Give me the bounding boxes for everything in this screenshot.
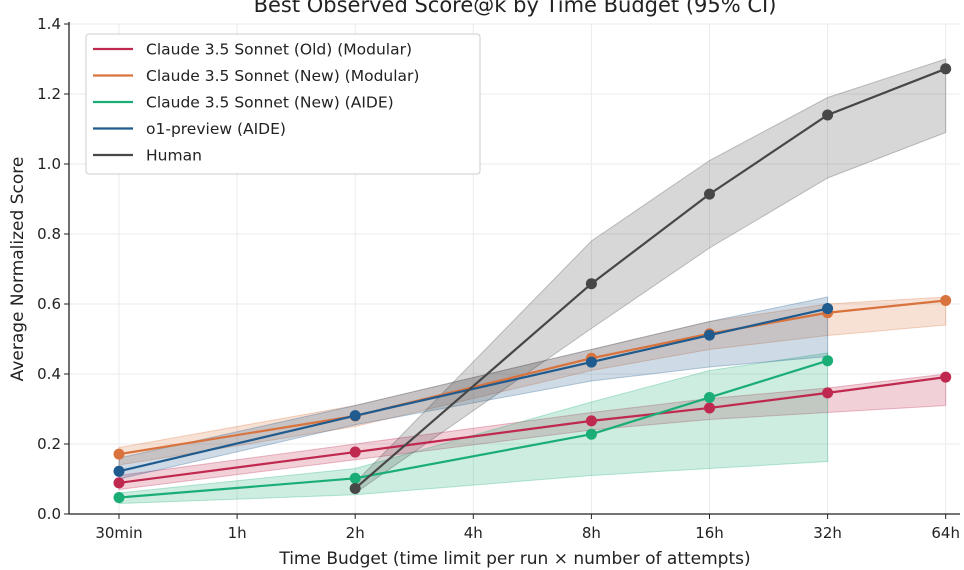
confidence-band [118,352,829,505]
x-tick-label: 64h [931,524,960,542]
data-point [822,303,834,315]
data-point [585,356,597,368]
y-tick-label: 1.0 [37,155,61,173]
confidence-band [354,58,947,494]
data-point [349,482,361,494]
data-point [704,188,715,200]
chart-title: Best Observed Score@k by Time Budget (95… [254,0,777,17]
x-tick-label: 32h [813,524,842,542]
x-tick-label: 8h [582,524,601,542]
data-point [113,492,125,504]
x-tick-label: 30min [95,524,142,542]
legend: Claude 3.5 Sonnet (Old) (Modular) Claude … [85,33,481,175]
x-tick-label: 16h [695,524,724,542]
data-point [585,428,597,440]
data-point [822,355,834,367]
data-point [585,415,597,427]
legend-entry: Claude 3.5 Sonnet (New) (Modular) [146,67,419,85]
y-tick-label: 0.8 [37,225,61,243]
y-tick-label: 0.6 [37,295,61,313]
y-tick-label: 0.2 [37,435,61,453]
x-tick-label: 1h [228,524,247,542]
series-line [118,376,946,484]
y-axis-label: Average Normalized Score [8,157,28,382]
legend-entry: Claude 3.5 Sonnet (Old) (Modular) [146,41,412,59]
data-point [822,387,834,399]
y-tick-label: 0.0 [37,505,61,523]
y-tick-label: 1.4 [37,15,61,33]
data-point [704,402,715,414]
data-point [704,391,715,403]
data-point [704,329,715,341]
data-point [940,371,952,383]
data-point [113,477,125,489]
data-point [113,448,125,460]
data-point [940,63,952,75]
legend-frame [85,33,481,175]
legend-entry: Human [146,147,202,165]
legend-entry: Claude 3.5 Sonnet (New) (AIDE) [146,94,394,112]
y-tick-label: 1.2 [37,85,61,103]
x-tick-label: 2h [346,524,365,542]
x-tick-label: 4h [464,524,483,542]
x-axis-label: Time Budget (time limit per run × number… [278,549,750,569]
data-point [349,472,361,484]
confidence-band [118,373,947,491]
data-point [349,446,361,458]
series-line [118,299,946,456]
y-tick-label: 0.4 [37,365,61,383]
data-point [822,109,834,121]
legend-entry: o1-preview (AIDE) [146,120,286,138]
data-point [940,295,952,306]
data-point [585,278,597,290]
data-point [113,465,125,477]
data-point [349,410,361,422]
